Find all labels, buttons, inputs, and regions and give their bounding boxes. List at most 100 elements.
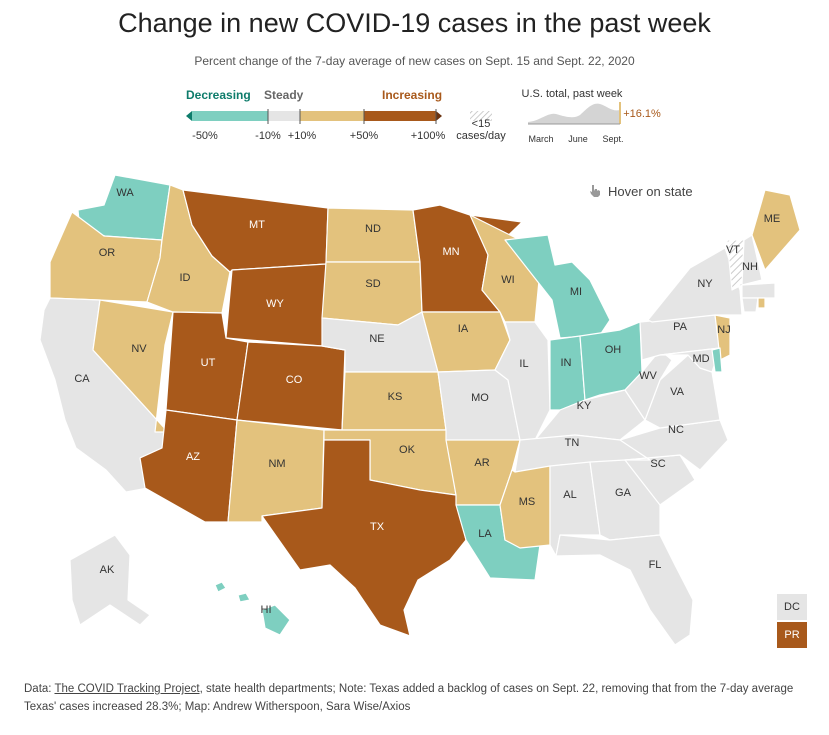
legend-tick-4: +50% [349,130,379,142]
state-label-SC: SC [650,458,665,470]
state-label-MO: MO [471,392,489,404]
legend-steady-label: Steady [264,88,304,102]
state-IN[interactable] [549,335,586,411]
state-label-KY: KY [577,400,592,412]
spark-tick-sept: Sept. [602,134,624,144]
state-WV[interactable] [624,349,673,421]
state-ME[interactable] [751,189,801,271]
legend-tick-3: +10% [287,130,317,142]
state-label-NE: NE [369,333,384,345]
state-FL[interactable] [555,534,694,646]
state-label-MD: MD [692,353,709,365]
state-RI[interactable] [757,297,766,309]
state-label-TN: TN [565,437,580,449]
legend-increasing-label: Increasing [382,88,443,102]
hover-on-state-text: Hover on state [608,184,693,199]
spark-tick-march: March [528,134,554,144]
state-NM[interactable] [227,419,325,523]
state-label-AK: AK [100,564,115,576]
footer-data-prefix: Data: [24,683,55,695]
state-label-VT: VT [726,244,740,256]
state-label-WY: WY [266,298,284,310]
state-label-ID: ID [180,272,191,284]
covid-tracking-project-link[interactable]: The COVID Tracking Project [54,683,200,695]
state-CO[interactable] [236,341,346,431]
state-label-WI: WI [501,274,514,286]
state-NY[interactable] [647,247,743,323]
hover-on-state-hint: Hover on state [588,184,693,199]
state-label-IN: IN [561,357,572,369]
state-label-AR: AR [474,457,489,469]
state-DC[interactable]: DC [777,594,807,620]
us-total-label: U.S. total, past week [521,88,623,100]
state-label-NC: NC [668,424,684,436]
hand-pointer-icon [588,184,602,198]
state-label-SD: SD [365,278,380,290]
state-label-NH: NH [742,261,758,273]
state-label-OK: OK [399,444,416,456]
us-choropleth-map: WA OR CA ID NV MT WY UT AZ CO NM ND SD NE KS OK TX MN IA MO… [39,174,801,646]
state-label-NM: NM [268,458,285,470]
state-label-KS: KS [388,391,403,403]
state-CT[interactable] [741,297,759,313]
state-IA[interactable] [421,311,511,373]
state-ND[interactable] [325,207,421,263]
legend-decreasing-label: Decreasing [186,88,251,102]
spark-tick-june: June [568,134,588,144]
state-label-IL: IL [519,358,528,370]
state-label-VA: VA [670,386,685,398]
state-label-NJ: NJ [717,324,730,336]
state-label-LA: LA [478,528,492,540]
state-MI[interactable] [504,234,611,339]
state-label-IA: IA [458,323,469,335]
state-label-TX: TX [370,521,385,533]
legend-swatch-brown [364,111,436,121]
state-DE[interactable] [711,347,723,373]
state-label-AL: AL [563,489,576,501]
footer-note: , state health departments; Note: Texas … [24,683,794,713]
state-NJ[interactable] [714,314,731,361]
state-HI[interactable] [214,581,291,636]
state-label-ME: ME [764,213,781,225]
legend-tick-2: -10% [255,130,281,142]
legend-scale [186,102,621,125]
state-label-FL: FL [649,559,662,571]
state-label-PR: PR [784,629,800,641]
state-label-GA: GA [615,487,632,499]
state-label-OH: OH [605,344,622,356]
state-MA[interactable] [741,282,776,299]
state-label-OR: OR [99,247,116,259]
state-TX[interactable] [261,439,467,637]
state-SD[interactable] [321,261,423,326]
state-label-HI: HI [261,604,272,616]
legend-lt15-label: <15 [471,118,491,130]
map-subtitle: Percent change of the 7-day average of n… [194,54,635,68]
state-label-WV: WV [639,370,657,382]
legend-tick-1: -50% [192,130,218,142]
state-AK[interactable] [69,534,151,626]
us-total-value: +16.1% [623,108,661,120]
legend-swatch-lt15 [470,111,492,121]
state-label-CO: CO [286,374,303,386]
footer-credits: Data: The COVID Tracking Project, state … [24,680,814,716]
state-label-PA: PA [673,321,688,333]
legend-cases-day-label: cases/day [456,130,506,142]
legend-swatch-teal [192,111,268,121]
state-label-DC: DC [784,601,800,613]
state-label-ND: ND [365,223,381,235]
state-label-MN: MN [442,246,459,258]
state-label-NY: NY [697,278,713,290]
legend-swatch-tan [300,111,364,121]
state-PR[interactable]: PR [777,622,807,648]
state-label-MT: MT [249,219,265,231]
legend-arrow-right [436,111,442,121]
state-label-UT: UT [201,357,216,369]
state-MD[interactable] [659,347,721,373]
legend-tick-5: +100% [410,130,446,142]
state-label-NV: NV [131,343,147,355]
legend-swatch-steady [268,111,300,121]
state-NH[interactable] [741,234,763,286]
state-label-AZ: AZ [186,451,200,463]
us-total-sparkline [528,103,620,124]
state-label-MS: MS [519,496,536,508]
